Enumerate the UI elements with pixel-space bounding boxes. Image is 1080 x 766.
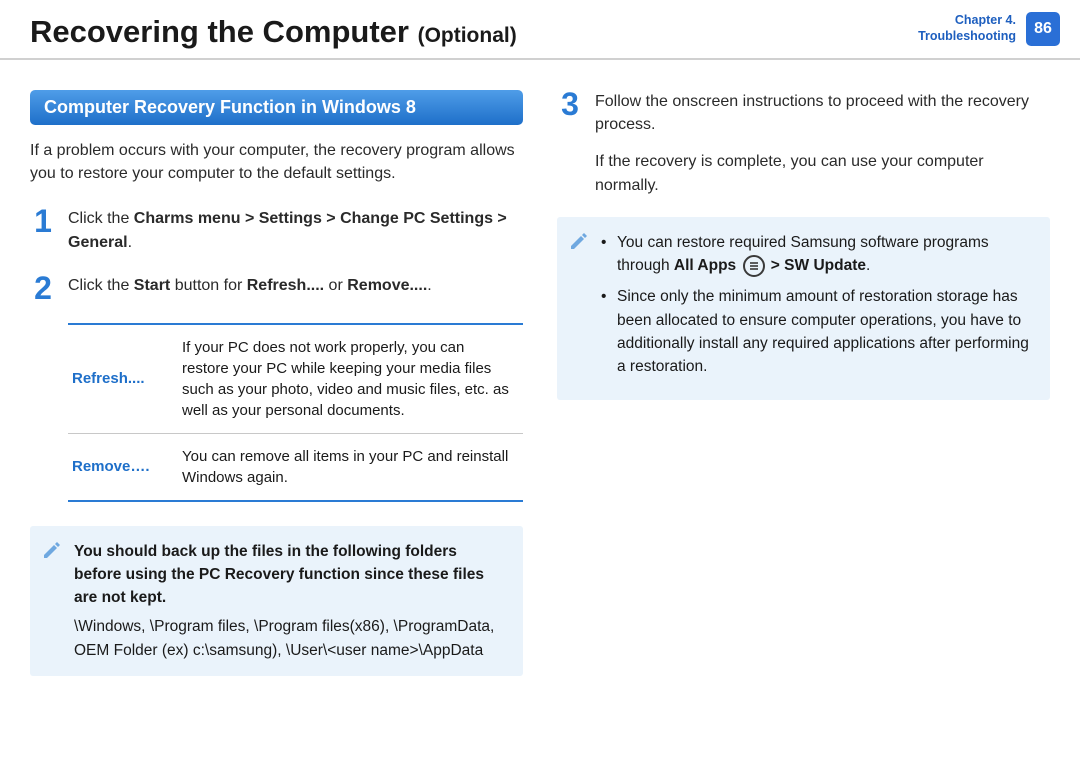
list-item: You can restore required Samsung softwar… [601, 231, 1034, 278]
step3-p2: If the recovery is complete, you can use… [595, 150, 1050, 196]
page-header: Recovering the Computer (Optional) Chapt… [0, 0, 1080, 60]
s2-d: Refresh.... [247, 277, 324, 294]
step1-bold: Charms menu > Settings > Change PC Setti… [68, 210, 507, 250]
step-number-2: 2 [30, 274, 56, 303]
step3-p1: Follow the onscreen instructions to proc… [595, 90, 1050, 136]
backup-note-paths: \Windows, \Program files, \Program files… [74, 615, 507, 662]
step1-suffix: . [128, 234, 132, 251]
section-header: Computer Recovery Function in Windows 8 [30, 90, 523, 125]
b1-b: All Apps [674, 257, 736, 274]
left-column: Computer Recovery Function in Windows 8 … [30, 90, 523, 692]
step-2-body: Click the Start button for Refresh.... o… [68, 274, 523, 303]
step-1-body: Click the Charms menu > Settings > Chang… [68, 207, 523, 253]
refresh-desc: If your PC does not work properly, you c… [178, 325, 523, 433]
s2-c: button for [170, 277, 247, 294]
step-3: 3 Follow the onscreen instructions to pr… [557, 90, 1050, 197]
page-title: Recovering the Computer (Optional) [30, 14, 1050, 50]
recovery-options-table: Refresh.... If your PC does not work pro… [68, 323, 523, 502]
table-row: Remove…. You can remove all items in you… [68, 433, 523, 500]
step-2: 2 Click the Start button for Refresh....… [30, 274, 523, 303]
right-column: 3 Follow the onscreen instructions to pr… [557, 90, 1050, 692]
note-pencil-icon [42, 542, 62, 558]
s2-a: Click the [68, 277, 134, 294]
step1-prefix: Click the [68, 210, 134, 227]
s2-b: Start [134, 277, 170, 294]
step-number-3: 3 [557, 90, 583, 197]
chapter-line1: Chapter 4. [918, 13, 1016, 29]
chapter-label: Chapter 4. Troubleshooting [918, 13, 1016, 44]
s2-f: Remove.... [347, 277, 427, 294]
list-item: Since only the minimum amount of restora… [601, 285, 1034, 378]
title-main: Recovering the Computer [30, 14, 409, 49]
refresh-label: Refresh.... [68, 325, 178, 433]
note-pencil-icon [569, 233, 589, 249]
b1-d: SW Update [784, 257, 866, 274]
all-apps-icon [743, 255, 765, 277]
remove-desc: You can remove all items in your PC and … [178, 434, 523, 500]
restore-note-list: You can restore required Samsung softwar… [601, 231, 1034, 379]
step-number-1: 1 [30, 207, 56, 253]
b1-c: > [767, 257, 785, 274]
remove-label: Remove…. [68, 434, 178, 500]
page-number: 86 [1034, 20, 1052, 38]
title-suffix: (Optional) [418, 24, 517, 47]
backup-note-title: You should back up the files in the foll… [74, 540, 507, 610]
b1-e: . [866, 257, 870, 274]
header-right: Chapter 4. Troubleshooting 86 [918, 12, 1060, 46]
step-3-body: Follow the onscreen instructions to proc… [595, 90, 1050, 197]
content-columns: Computer Recovery Function in Windows 8 … [0, 60, 1080, 712]
backup-note-box: You should back up the files in the foll… [30, 526, 523, 676]
page-number-badge: 86 [1026, 12, 1060, 46]
s2-g: . [427, 277, 431, 294]
intro-text: If a problem occurs with your computer, … [30, 139, 523, 185]
table-row: Refresh.... If your PC does not work pro… [68, 325, 523, 433]
chapter-line2: Troubleshooting [918, 29, 1016, 45]
section-title: Computer Recovery Function in Windows 8 [44, 97, 416, 117]
s2-e: or [324, 277, 347, 294]
restore-note-box: You can restore required Samsung softwar… [557, 217, 1050, 401]
step-1: 1 Click the Charms menu > Settings > Cha… [30, 207, 523, 253]
